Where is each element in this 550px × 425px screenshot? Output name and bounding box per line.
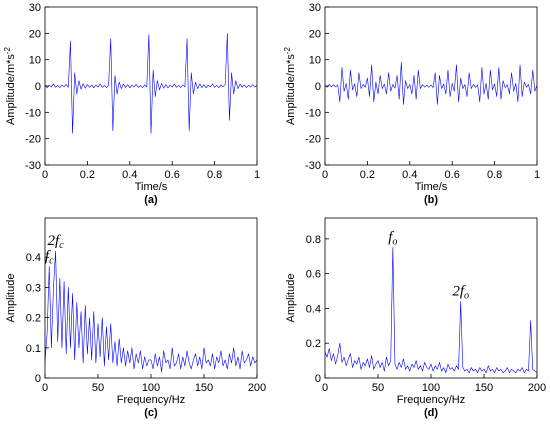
x-tick-label: 50 [372, 382, 384, 394]
plot-area [45, 250, 257, 373]
y-tick-label: 0 [35, 81, 41, 93]
signal-line [325, 62, 537, 105]
signal-line [325, 247, 537, 374]
x-tick-label: 0 [42, 382, 48, 394]
y-tick-label: 0.4 [26, 252, 41, 264]
y-tick-label: 30 [29, 2, 41, 14]
x-tick-label: 0 [322, 169, 328, 181]
x-axis-label: Frequency/Hz [117, 394, 185, 406]
axes-frame [324, 217, 538, 379]
y-axis-label-text: Amplitude/m*s [5, 54, 17, 125]
y-tick-label: 0 [315, 81, 321, 93]
annotation-sub: c [49, 255, 54, 266]
annotation: fc [45, 248, 54, 266]
annotation-sub: c [59, 240, 64, 251]
y-tick-label: -30 [305, 160, 321, 172]
y-axis-label: Amplitude/m*s-2 [3, 46, 17, 125]
y-tick-label: -10 [25, 107, 41, 119]
annotation-sub: o [464, 290, 469, 301]
y-tick-label: 10 [29, 55, 41, 67]
x-tick-label: 0.6 [445, 169, 460, 181]
x-tick-label: 1 [534, 169, 540, 181]
y-axis-label-text: Amplitude [285, 274, 297, 323]
y-tick-label: -20 [305, 134, 321, 146]
annotation-text: f [388, 230, 394, 246]
x-tick-label: 1 [254, 169, 260, 181]
y-tick-label: 30 [309, 2, 321, 14]
annotation-text: 2f [48, 233, 62, 249]
x-tick-label: 200 [528, 382, 546, 394]
x-tick-label: 150 [195, 382, 213, 394]
axes-frame [324, 6, 538, 166]
axes-frame [44, 217, 258, 379]
x-tick-label: 0.4 [402, 169, 417, 181]
y-axis-label-text: Amplitude [5, 274, 17, 323]
x-tick-label: 100 [142, 382, 160, 394]
axes-frame [44, 6, 258, 166]
y-axis-label: Amplitude [5, 274, 17, 323]
x-tick-label: 0.2 [80, 169, 95, 181]
annotation-sub: o [392, 237, 397, 248]
annotation: 2fc [48, 233, 65, 251]
y-tick-label: 20 [309, 28, 321, 40]
annotation: fo [388, 230, 397, 248]
x-axis-label: Frequency/Hz [397, 394, 465, 406]
x-tick-label: 0.8 [487, 169, 502, 181]
y-axis-label-sup: -2 [3, 46, 12, 54]
annotation-text: 2f [452, 283, 466, 299]
y-axis-label-text: Amplitude/m*s [285, 54, 297, 125]
y-tick-label: -20 [25, 134, 41, 146]
y-tick-label: 0 [35, 373, 41, 385]
annotation-text: f [45, 248, 51, 264]
plot-area [325, 247, 537, 374]
x-tick-label: 0.8 [207, 169, 222, 181]
y-tick-label: 0.8 [306, 234, 321, 246]
annotation: 2fo [452, 283, 469, 301]
y-tick-label: -10 [305, 107, 321, 119]
y-tick-label: 0.4 [306, 303, 321, 315]
x-tick-label: 0.6 [165, 169, 180, 181]
signal-line [45, 33, 257, 134]
y-tick-label: 0.1 [26, 343, 41, 355]
y-tick-label: 0 [315, 373, 321, 385]
y-axis-label-sup: -2 [283, 46, 292, 54]
caption: (d) [424, 407, 438, 419]
signal-line [45, 250, 257, 373]
x-tick-label: 50 [92, 382, 104, 394]
x-tick-label: 0 [322, 382, 328, 394]
subplot: 0 0.2 0.4 0.6 0.8 1 -30 -20 -10 0 10 20 30 Time/s(a) A… [3, 2, 260, 206]
plot-area [325, 62, 537, 105]
plot-area [45, 33, 257, 134]
caption: (b) [424, 194, 438, 206]
x-tick-label: 0.2 [360, 169, 375, 181]
x-tick-label: 150 [475, 382, 493, 394]
x-axis-label: Time/s [135, 181, 168, 193]
y-tick-label: 0.2 [26, 313, 41, 325]
y-axis-label: Amplitude [285, 274, 297, 323]
y-tick-label: 0.6 [306, 269, 321, 281]
x-tick-label: 200 [248, 382, 266, 394]
x-tick-label: 0 [42, 169, 48, 181]
y-tick-label: 10 [309, 55, 321, 67]
y-tick-label: 0.3 [26, 282, 41, 294]
y-tick-label: 0.2 [306, 338, 321, 350]
x-tick-label: 100 [422, 382, 440, 394]
subplot: 0 0.2 0.4 0.6 0.8 1 -30 -20 -10 0 10 20 30 Time/s(b) A… [283, 2, 540, 206]
y-tick-label: 20 [29, 28, 41, 40]
subplot: 0 50 100 150 200 0 0.2 0.4 0.6 0.8 Frequency/Hz(d)… [285, 217, 546, 419]
caption: (c) [144, 407, 158, 419]
y-tick-label: -30 [25, 160, 41, 172]
y-axis-label: Amplitude/m*s-2 [283, 46, 297, 125]
caption: (a) [144, 194, 158, 206]
x-tick-label: 0.4 [122, 169, 137, 181]
x-axis-label: Time/s [415, 181, 448, 193]
subplot: 0 50 100 150 200 0 0.1 0.2 0.3 0.4 Frequency/Hz(c)… [5, 217, 266, 419]
